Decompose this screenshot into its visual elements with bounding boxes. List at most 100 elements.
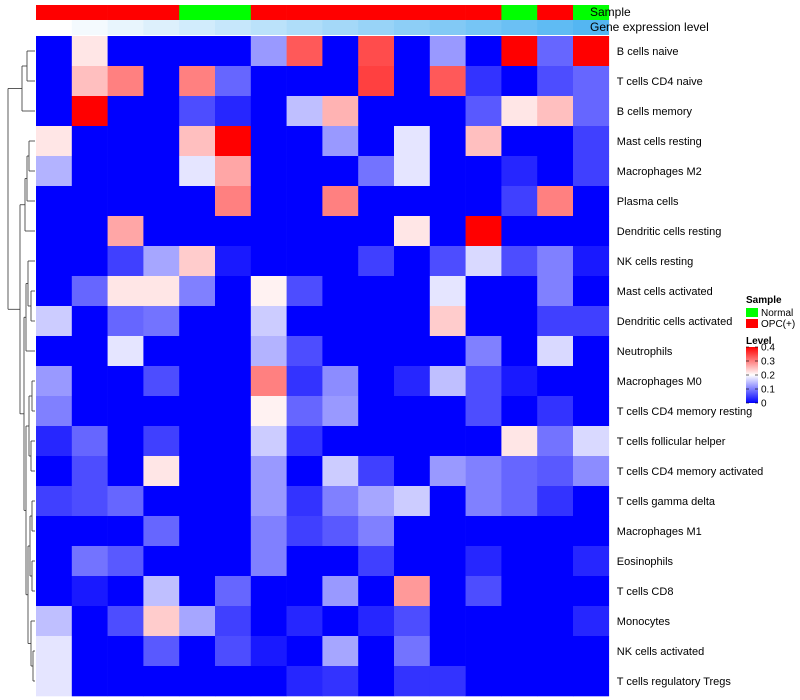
heatmap-cell [322,246,359,277]
heatmap-cell [322,606,359,637]
expression-annotation-cell [179,20,216,35]
heatmap-cell [36,246,73,277]
heatmap-cell [501,486,538,517]
legend-sample-title: Sample [746,295,782,306]
heatmap-cell [537,96,574,127]
heatmap-cell [429,36,466,67]
sample-annotation-cell [537,5,574,20]
heatmap-cell [429,96,466,127]
expression-annotation-cell [215,20,252,35]
heatmap-cell [36,606,73,637]
heatmap-cell [501,306,538,337]
row-label: B cells memory [617,106,693,118]
expression-annotation-cell [465,20,502,35]
heatmap-cell [322,36,359,67]
heatmap-cell [358,36,395,67]
gene-expression-annotation-track [36,20,610,35]
heatmap-cell [36,366,73,397]
row-label: Neutrophils [617,346,673,358]
heatmap-cell [573,546,610,577]
legend-tick-label: 0.4 [761,343,775,354]
annotation-label-gene-expression: Gene expression level [590,20,709,34]
heatmap-cell [36,666,73,697]
row-label: Monocytes [617,616,671,628]
heatmap-cell [537,396,574,427]
heatmap-cell [250,276,287,307]
row-label: B cells naive [617,46,679,58]
heatmap-cell [429,66,466,97]
heatmap-cell [71,456,108,487]
row-label: T cells CD4 memory resting [617,406,753,418]
heatmap-cell [107,546,144,577]
row-label: NK cells activated [617,646,704,658]
heatmap-cell [107,396,144,427]
heatmap-cell [537,486,574,517]
heatmap-cell [143,66,180,97]
heatmap-cell [501,96,538,127]
heatmap-cell [394,516,431,547]
heatmap-cell [537,306,574,337]
heatmap-cell [71,96,108,127]
heatmap-cell [322,456,359,487]
heatmap-cell [286,216,323,247]
row-labels: B cells naive T cells CD4 naive B cells me… [617,46,764,688]
heatmap-cell [286,636,323,667]
heatmap-cell [573,516,610,547]
heatmap-cell [36,546,73,577]
heatmap-cell [465,426,502,457]
heatmap-cell [429,576,466,607]
heatmap-cell [322,546,359,577]
heatmap-cell [394,396,431,427]
heatmap-cell [465,396,502,427]
heatmap-cell [465,576,502,607]
heatmap-cell [394,576,431,607]
heatmap-cell [143,456,180,487]
heatmap-cell [143,426,180,457]
legend-tick-label: 0 [761,399,767,410]
heatmap-cell [465,666,502,697]
legend-level-title: Level [746,336,772,347]
heatmap-cell [394,426,431,457]
heatmap-cell [394,246,431,277]
heatmap-cell [322,426,359,457]
heatmap-cell [179,186,216,217]
heatmap-cell [143,606,180,637]
heatmap-cell [537,216,574,247]
heatmap-cell [107,216,144,247]
heatmap-cell [501,636,538,667]
heatmap-cell [537,246,574,277]
heatmap-cell [429,456,466,487]
heatmap-cell [537,336,574,367]
heatmap-cell [501,606,538,637]
heatmap-cell [215,96,252,127]
heatmap-cell [71,276,108,307]
heatmap-cell [322,636,359,667]
heatmap-cell [286,36,323,67]
heatmap-cell [429,306,466,337]
heatmap-cell [501,426,538,457]
expression-annotation-cell [286,20,323,35]
heatmap-cell [107,666,144,697]
row-label: Dendritic cells activated [617,316,733,328]
heatmap-cell [429,186,466,217]
row-label: Macrophages M1 [617,526,702,538]
sample-annotation-cell [71,5,108,20]
heatmap-cell [573,126,610,157]
heatmap-cell [107,246,144,277]
heatmap-cell [429,396,466,427]
heatmap-cell [179,636,216,667]
heatmap-cell [250,486,287,517]
heatmap-cell [573,96,610,127]
heatmap-cell [107,186,144,217]
heatmap-cell [250,426,287,457]
heatmap-cell [573,456,610,487]
heatmap-cell [250,96,287,127]
heatmap-cell [215,546,252,577]
heatmap-cell [322,396,359,427]
row-label: Macrophages M0 [617,376,702,388]
heatmap-cell [465,156,502,187]
heatmap-cell [36,96,73,127]
heatmap-cell [215,66,252,97]
heatmap-cell [179,306,216,337]
